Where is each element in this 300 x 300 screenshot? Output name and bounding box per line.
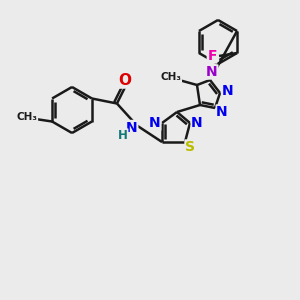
Text: F: F xyxy=(207,49,217,63)
Text: CH₃: CH₃ xyxy=(160,72,182,82)
Text: N: N xyxy=(222,84,234,98)
Text: N: N xyxy=(206,65,218,79)
Text: CH₃: CH₃ xyxy=(16,112,38,122)
Text: N: N xyxy=(191,116,203,130)
Text: N: N xyxy=(216,105,228,119)
Text: N: N xyxy=(149,116,161,130)
Text: H: H xyxy=(118,129,128,142)
Text: O: O xyxy=(118,73,131,88)
Text: N: N xyxy=(126,121,138,134)
Text: S: S xyxy=(185,140,195,154)
